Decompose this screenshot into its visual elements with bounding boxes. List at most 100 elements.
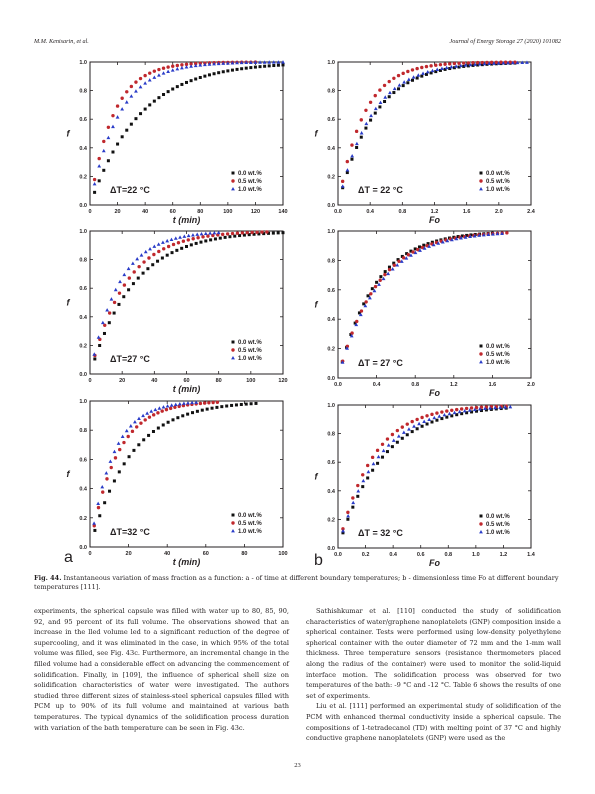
data-point: [263, 64, 267, 68]
data-point: [92, 524, 96, 528]
data-point: [508, 404, 513, 409]
data-point: [239, 402, 243, 406]
data-point: [378, 278, 382, 282]
data-point: [468, 234, 473, 239]
data-point: [431, 242, 436, 247]
data-point: [112, 479, 116, 483]
data-point: [122, 283, 127, 287]
data-point: [487, 61, 492, 66]
y-tick-label: 0.6: [327, 288, 335, 294]
x-axis-label: t (min): [173, 215, 201, 225]
data-point: [355, 145, 359, 149]
data-point: [381, 448, 386, 453]
data-point: [415, 76, 419, 80]
data-point: [207, 73, 211, 77]
data-point: [413, 250, 418, 255]
data-point: [173, 236, 178, 240]
data-point: [199, 232, 204, 236]
data-point: [142, 438, 146, 442]
data-point: [161, 66, 166, 70]
x-tick-label: 2.0: [495, 209, 503, 215]
data-point: [395, 428, 400, 433]
data-point: [166, 65, 170, 69]
data-point: [115, 104, 120, 108]
data-point: [425, 414, 429, 418]
y-tick-label: 0.6: [79, 286, 87, 292]
x-tick-label: 0.0: [334, 552, 342, 558]
data-point: [405, 422, 409, 426]
series-2: [341, 404, 513, 533]
y-tick-label: 0.2: [327, 347, 335, 353]
data-point: [443, 62, 447, 66]
data-point: [482, 61, 487, 66]
legend-marker: [231, 529, 235, 533]
series-1: [341, 404, 508, 531]
data-point: [471, 63, 475, 67]
data-point: [396, 73, 401, 78]
data-point: [184, 62, 189, 67]
data-point: [383, 95, 388, 99]
data-point: [171, 64, 175, 68]
data-point: [204, 239, 208, 243]
legend-label: 0.5 wt.%: [486, 179, 510, 185]
data-point: [220, 232, 225, 237]
series-0: [93, 231, 285, 361]
data-point: [122, 272, 127, 277]
y-tick-label: 0.2: [79, 343, 87, 349]
y-tick-label: 0.4: [79, 146, 88, 152]
data-point: [503, 405, 508, 409]
series-0: [341, 406, 508, 535]
data-point: [479, 405, 484, 409]
data-point: [225, 232, 230, 236]
data-point: [228, 235, 232, 239]
x-tick-label: 20: [115, 209, 121, 215]
series-1: [92, 60, 258, 182]
data-point: [413, 247, 417, 251]
legend-marker: [231, 521, 235, 525]
data-point: [430, 420, 434, 424]
data-point: [257, 232, 261, 236]
data-point: [191, 233, 195, 237]
data-point: [474, 405, 479, 410]
data-point: [230, 61, 235, 65]
y-tick-label: 1.0: [79, 60, 87, 66]
legend-label: 0.0 wt.%: [486, 344, 510, 350]
data-point: [134, 80, 138, 84]
data-point: [486, 232, 491, 236]
data-point: [253, 65, 257, 69]
data-point: [161, 71, 166, 75]
data-point: [397, 259, 401, 263]
legend-label: 0.5 wt.%: [486, 522, 510, 528]
data-point: [462, 64, 466, 68]
data-point: [127, 276, 132, 280]
x-axis-label: t (min): [173, 384, 201, 394]
data-point: [410, 68, 415, 72]
data-point: [376, 461, 380, 465]
data-point: [111, 113, 115, 118]
data-point: [203, 74, 207, 78]
data-point: [169, 237, 174, 241]
y-tick-label: 0.4: [327, 489, 336, 495]
x-tick-label: 0: [88, 551, 91, 557]
data-point: [503, 60, 508, 64]
data-point: [171, 87, 175, 91]
data-point: [495, 231, 500, 236]
data-point: [464, 406, 469, 411]
data-point: [485, 60, 489, 65]
data-point: [235, 67, 239, 71]
x-tick-label: 40: [142, 209, 148, 215]
data-point: [106, 125, 111, 129]
x-tick-label: 120: [278, 378, 287, 384]
data-point: [411, 75, 416, 79]
data-point: [452, 61, 457, 66]
data-point: [371, 468, 375, 472]
data-point: [460, 412, 464, 416]
data-point: [176, 241, 181, 245]
data-point: [126, 434, 130, 439]
x-axis-label: Fo: [429, 215, 440, 225]
y-tick-label: 0.2: [327, 174, 335, 180]
data-point: [111, 124, 115, 129]
data-point: [247, 233, 251, 237]
data-point: [213, 237, 217, 241]
data-point: [255, 230, 259, 234]
